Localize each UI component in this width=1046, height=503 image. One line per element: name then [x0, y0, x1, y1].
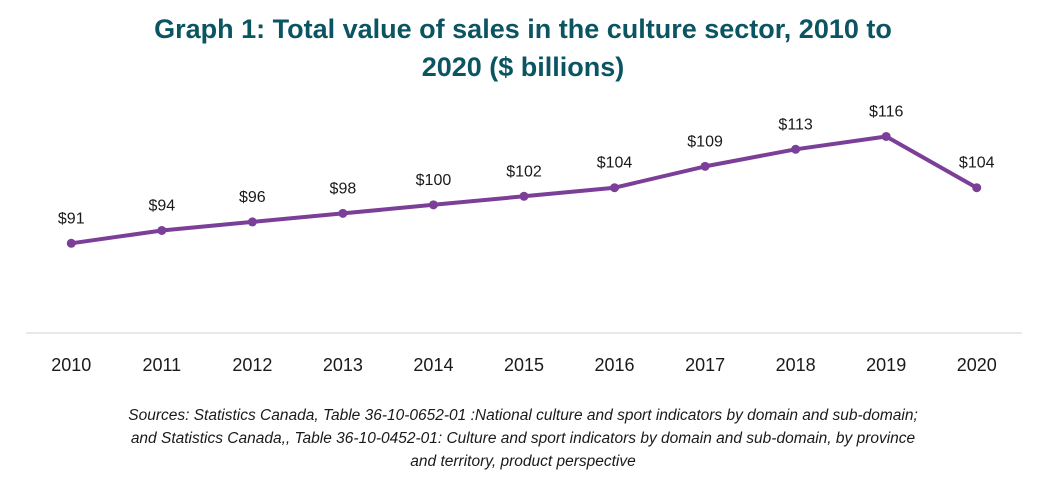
data-label: $91 — [58, 210, 85, 227]
x-tick-label: 2012 — [232, 355, 272, 375]
source-note-line-3: and territory, product perspective — [410, 453, 636, 470]
series-line — [69, 134, 979, 246]
data-point-layer — [66, 131, 982, 248]
source-note: Sources: Statistics Canada, Table 36-10-… — [0, 404, 1046, 473]
data-point — [791, 144, 801, 154]
series-line-layer — [69, 134, 979, 246]
data-label-layer: $91 $94 $96 $98 $100 $102 $104 $109 $113 $116 $104 — [58, 103, 995, 227]
x-tick-label: 2016 — [595, 355, 635, 375]
data-label: $104 — [597, 155, 633, 172]
data-point — [700, 161, 710, 171]
data-point — [247, 217, 257, 227]
x-tick-label: 2013 — [323, 355, 363, 375]
data-label: $102 — [506, 163, 542, 180]
data-point — [881, 131, 891, 141]
data-label: $104 — [959, 155, 995, 172]
source-note-line-2: and Statistics Canada,, Table 36-10-0452… — [130, 430, 916, 447]
data-label: $94 — [148, 197, 175, 214]
x-tick-label: 2014 — [413, 355, 453, 375]
data-point — [972, 183, 982, 193]
data-point — [66, 238, 76, 248]
x-tick-label: 2015 — [504, 355, 544, 375]
x-tick-label: 2011 — [142, 355, 181, 375]
chart-title: Graph 1: Total value of sales in the cul… — [0, 10, 1046, 86]
chart-title-line-1: Graph 1: Total value of sales in the cul… — [154, 14, 892, 44]
x-tick-label: 2019 — [866, 355, 906, 375]
x-tick-label: 2018 — [776, 355, 816, 375]
data-label: $113 — [778, 116, 813, 133]
data-label: $100 — [416, 172, 452, 189]
data-label: $96 — [239, 189, 266, 206]
data-point — [157, 225, 167, 235]
data-point — [428, 200, 438, 210]
chart-title-line-2: 2020 ($ billions) — [421, 52, 625, 82]
data-point — [519, 191, 529, 201]
source-note-line-1: Sources: Statistics Canada, Table 36-10-… — [128, 407, 918, 424]
x-tick-label-layer: 2010 2011 2012 2013 2014 2015 2016 2017 2018 2019… — [51, 355, 997, 375]
data-label: $109 — [687, 133, 723, 150]
data-label: $116 — [869, 103, 904, 120]
data-label: $98 — [330, 180, 357, 197]
data-point — [338, 208, 348, 218]
x-tick-label: 2020 — [957, 355, 997, 375]
x-tick-label: 2017 — [685, 355, 725, 375]
x-tick-label: 2010 — [51, 355, 91, 375]
data-point — [610, 183, 620, 193]
